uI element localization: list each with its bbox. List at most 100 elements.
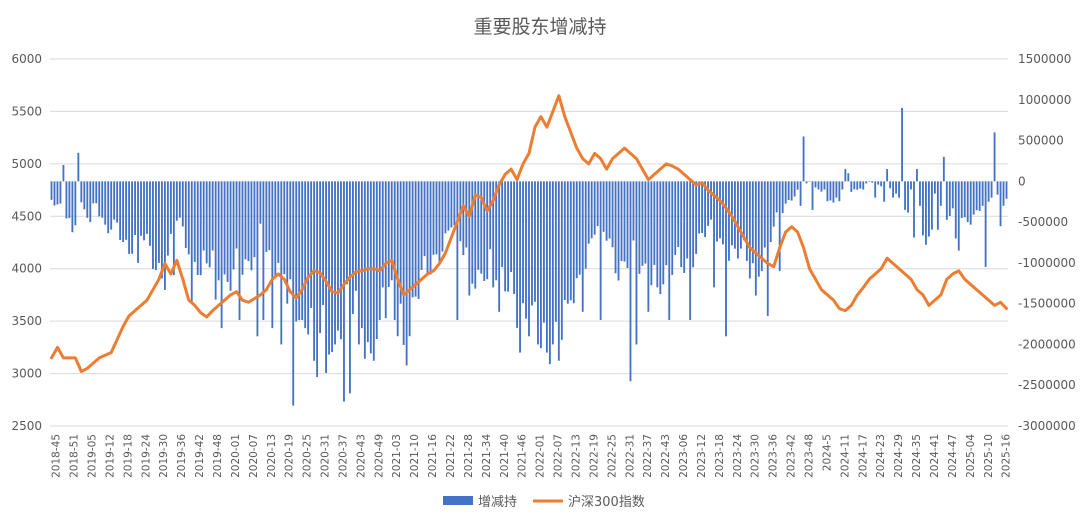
right-axis-tick-9: 1500000 — [1018, 52, 1071, 66]
bar-163 — [537, 181, 539, 345]
x-tick-48: 2024-35 — [911, 434, 923, 478]
x-tick-37: 2023-18 — [714, 434, 726, 478]
bar-253 — [805, 181, 808, 184]
bar-273 — [865, 181, 868, 184]
bar-120 — [408, 181, 411, 337]
bar-50 — [199, 181, 202, 276]
right-axis-tick-8: 1000000 — [1018, 93, 1071, 107]
x-tick-21: 2021-16 — [427, 434, 439, 478]
left-axis-tick-1: 3000 — [11, 367, 42, 381]
bar-170 — [557, 181, 560, 361]
bar-17 — [101, 181, 104, 218]
bar-212 — [683, 181, 686, 273]
bar-185 — [602, 181, 605, 232]
x-tick-53: 2025-16 — [1001, 434, 1013, 478]
bar-48 — [193, 181, 196, 262]
bar-89 — [316, 181, 319, 378]
legend-swatch-bar — [443, 496, 473, 505]
bar-77 — [280, 181, 283, 345]
bar-164 — [540, 181, 542, 349]
x-tick-19: 2021-03 — [391, 434, 403, 478]
bar-179 — [584, 181, 587, 269]
bar-184 — [599, 181, 602, 320]
bar-261 — [829, 181, 832, 201]
bar-197 — [638, 181, 641, 274]
bar-216 — [695, 181, 698, 254]
x-tick-50: 2024-47 — [947, 434, 959, 478]
bar-116 — [396, 181, 399, 337]
bar-282 — [892, 181, 895, 198]
bar-58 — [223, 181, 226, 275]
bar-82 — [295, 181, 298, 322]
bar-196 — [635, 181, 638, 345]
x-tick-41: 2023-42 — [786, 434, 798, 478]
bar-73 — [268, 181, 271, 251]
bar-295 — [930, 181, 933, 230]
bar-241 — [769, 181, 772, 243]
right-axis-tick-0: -3000000 — [1018, 419, 1076, 433]
bar-19 — [107, 181, 110, 234]
bar-59 — [226, 181, 229, 282]
bar-236 — [754, 181, 757, 296]
x-tick-13: 2020-19 — [284, 434, 296, 478]
bar-87 — [310, 181, 313, 308]
bar-111 — [381, 181, 384, 288]
bar-11 — [83, 181, 86, 210]
bar-104 — [360, 181, 363, 329]
bar-28 — [134, 181, 136, 235]
bar-319 — [1002, 181, 1005, 206]
bar-67 — [250, 181, 253, 271]
bar-285 — [901, 107, 903, 182]
bar-14 — [92, 181, 95, 204]
bar-231 — [739, 181, 742, 249]
bar-33 — [149, 181, 151, 246]
bar-15 — [95, 181, 98, 204]
bar-257 — [817, 181, 820, 190]
bar-283 — [895, 181, 898, 194]
bar-161 — [531, 181, 533, 306]
x-tick-10: 2020-01 — [230, 434, 242, 478]
bar-316 — [993, 132, 996, 182]
bar-21 — [113, 181, 116, 220]
x-tick-33: 2022-37 — [642, 434, 654, 478]
x-tick-11: 2020-07 — [248, 434, 260, 478]
x-tick-15: 2020-31 — [320, 434, 332, 478]
bar-192 — [623, 181, 626, 262]
bar-133 — [447, 181, 450, 231]
bar-40 — [169, 181, 172, 234]
bar-218 — [701, 181, 704, 234]
bar-66 — [247, 181, 250, 262]
bar-219 — [704, 181, 707, 238]
bar-204 — [659, 181, 662, 295]
bar-297 — [936, 181, 939, 230]
bar-148 — [492, 181, 495, 288]
bar-182 — [593, 181, 596, 235]
x-tick-34: 2022-43 — [660, 434, 672, 478]
bar-78 — [283, 181, 286, 275]
bar-158 — [522, 181, 524, 304]
bar-68 — [253, 181, 256, 258]
bar-39 — [166, 181, 169, 256]
bar-206 — [665, 181, 668, 266]
bar-246 — [784, 181, 787, 204]
x-tick-18: 2020-49 — [373, 434, 385, 478]
bar-106 — [366, 181, 369, 343]
bar-265 — [841, 181, 844, 190]
bar-300 — [945, 181, 948, 220]
bar-199 — [644, 181, 647, 264]
bar-85 — [304, 181, 307, 329]
x-tick-45: 2024-17 — [857, 434, 869, 478]
bar-229 — [734, 181, 736, 249]
bar-303 — [954, 181, 957, 239]
bar-101 — [351, 181, 354, 314]
bar-141 — [471, 181, 474, 284]
bar-301 — [948, 181, 951, 217]
bar-115 — [393, 181, 396, 321]
bar-225 — [722, 181, 724, 245]
bar-118 — [402, 181, 405, 345]
bar-121 — [411, 181, 414, 298]
bar-96 — [337, 181, 339, 331]
bar-203 — [656, 181, 659, 288]
